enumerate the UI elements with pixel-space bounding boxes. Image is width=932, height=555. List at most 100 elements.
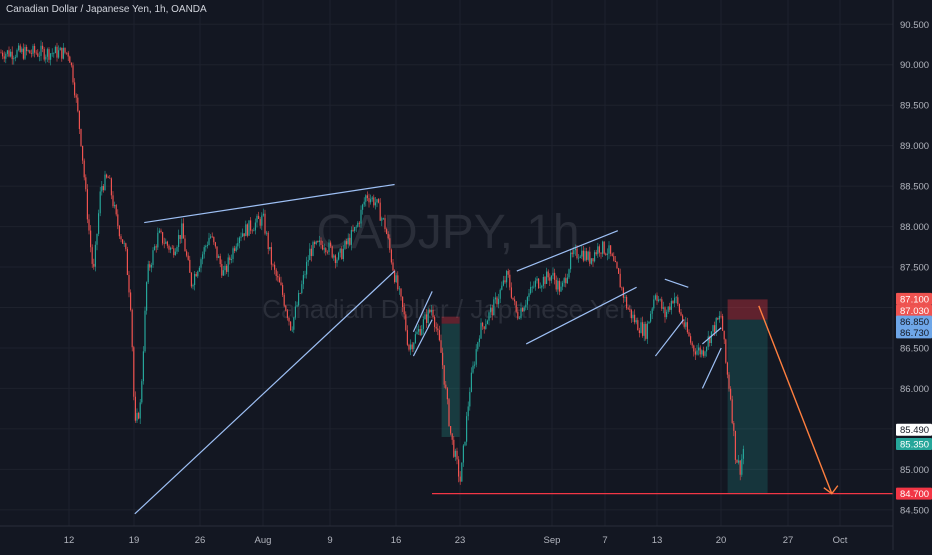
- candle-body: [2, 52, 4, 57]
- candle-body: [382, 218, 384, 219]
- time-tick-label: 16: [391, 535, 402, 546]
- candle: [192, 283, 194, 290]
- candle-body: [78, 110, 80, 129]
- candle: [178, 229, 180, 252]
- candle-body: [510, 287, 512, 298]
- candle: [50, 52, 52, 66]
- candle: [274, 261, 276, 275]
- candle: [128, 270, 130, 298]
- candle-body: [53, 53, 55, 54]
- candle: [568, 268, 570, 279]
- candle-body: [531, 286, 533, 288]
- time-tick-label: 12: [64, 535, 75, 546]
- candle-body: [400, 288, 402, 297]
- candle-body: [733, 422, 735, 431]
- candle-body: [718, 315, 720, 320]
- candle-body: [112, 195, 114, 207]
- candle: [251, 229, 253, 234]
- candle-body: [184, 238, 186, 252]
- candle: [374, 197, 376, 210]
- candle: [26, 44, 28, 56]
- candle: [99, 187, 101, 217]
- candle-body: [251, 230, 253, 232]
- candle-body: [440, 340, 442, 353]
- candle: [232, 246, 234, 263]
- candle-body: [205, 246, 207, 248]
- candle: [352, 224, 354, 232]
- candle-body: [264, 213, 266, 234]
- candle-body: [586, 251, 588, 260]
- candle: [227, 253, 229, 277]
- candle: [376, 198, 378, 208]
- candle: [104, 170, 106, 191]
- candle: [533, 281, 535, 289]
- candle: [398, 285, 400, 295]
- candle-body: [21, 48, 23, 52]
- candle-body: [651, 308, 653, 314]
- candle: [605, 252, 607, 256]
- candle: [710, 331, 712, 346]
- candle: [54, 45, 56, 54]
- candle: [590, 258, 592, 265]
- candle-body: [629, 309, 631, 310]
- candle: [654, 293, 656, 301]
- candle: [8, 46, 10, 58]
- candle-body: [512, 297, 514, 300]
- candle: [653, 295, 655, 311]
- candle: [16, 48, 18, 59]
- candle: [174, 248, 176, 256]
- candle-body: [722, 316, 724, 331]
- candle-body: [736, 459, 738, 463]
- candle-body: [416, 331, 418, 335]
- candle-body: [682, 315, 684, 323]
- candle-body: [109, 177, 111, 179]
- candle: [531, 285, 533, 293]
- candle: [254, 218, 256, 235]
- candle-body: [219, 256, 221, 264]
- candle-body: [280, 282, 282, 286]
- candle: [410, 339, 412, 356]
- candle: [712, 324, 714, 336]
- candle: [85, 174, 87, 192]
- candle-body: [637, 320, 639, 331]
- candle-body: [243, 233, 245, 237]
- candle: [291, 326, 293, 332]
- candle-body: [437, 328, 439, 331]
- candle-body: [501, 285, 503, 290]
- candle-body: [541, 285, 543, 288]
- candle-body: [594, 252, 596, 262]
- price-label-bg: [896, 292, 932, 305]
- candle-body: [187, 255, 189, 260]
- candle: [278, 273, 280, 283]
- candle-body: [504, 280, 506, 283]
- candle: [595, 249, 597, 256]
- candle-body: [387, 233, 389, 239]
- candle: [170, 246, 172, 254]
- candle-body: [578, 257, 580, 259]
- candle: [483, 326, 485, 334]
- candle-body: [550, 275, 552, 281]
- candle: [122, 239, 124, 245]
- candle: [301, 280, 303, 295]
- candle: [120, 233, 122, 243]
- candle-body: [323, 248, 325, 250]
- candle-body: [534, 280, 536, 287]
- candle-body: [558, 280, 560, 292]
- candle-body: [357, 222, 359, 227]
- candle: [299, 292, 301, 294]
- candle-body: [565, 278, 567, 284]
- candle: [669, 302, 671, 312]
- candle: [312, 240, 314, 257]
- price-tick-label: 89.000: [900, 141, 929, 152]
- candle-body: [269, 247, 271, 249]
- candle: [366, 191, 368, 202]
- candle: [456, 447, 458, 465]
- time-tick-label: 19: [129, 535, 140, 546]
- candle-body: [245, 224, 247, 237]
- candle-body: [293, 317, 295, 330]
- candle: [218, 254, 220, 259]
- candle: [125, 242, 127, 252]
- candle-body: [346, 241, 348, 245]
